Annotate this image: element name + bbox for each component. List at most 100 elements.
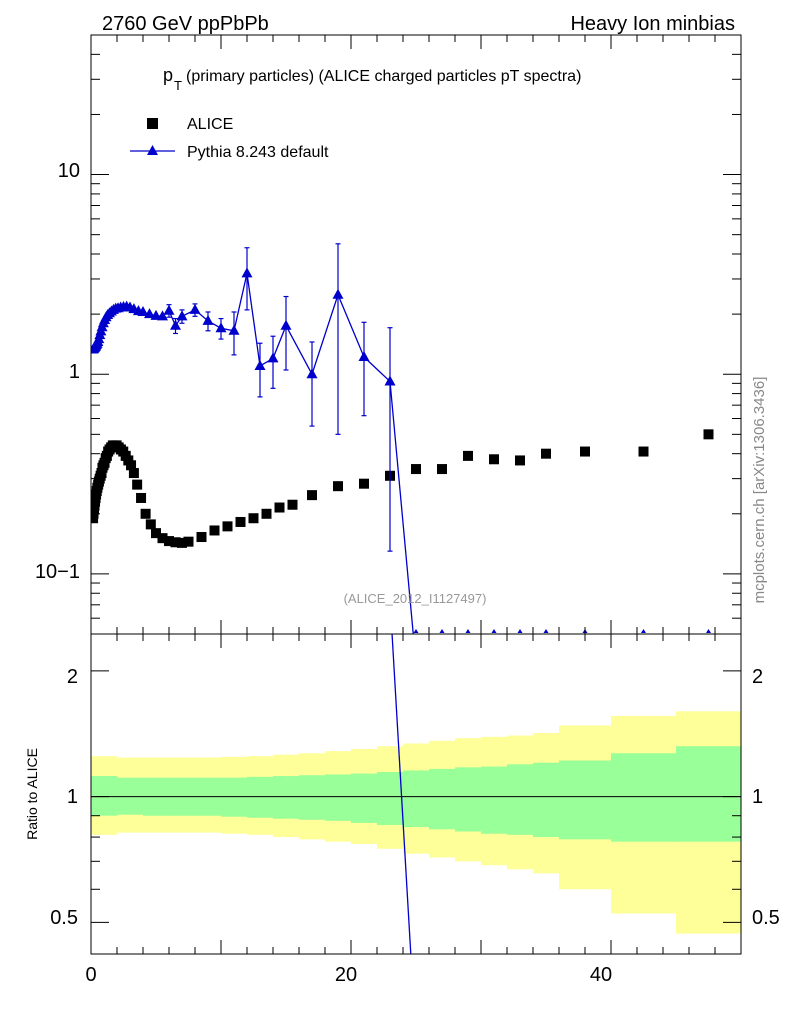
main-ytick-label-1: 1 <box>69 361 80 383</box>
alice-point <box>333 481 343 492</box>
alice-point <box>411 464 421 475</box>
main-axis-ticks <box>90 34 742 635</box>
alice-point <box>151 528 161 539</box>
header-right: Heavy Ion minbias <box>570 13 735 35</box>
ratio-band-inner <box>299 775 326 820</box>
alice-point <box>140 508 151 519</box>
ratio-band-inner <box>455 767 482 832</box>
pythia-offscale-marker <box>543 629 549 633</box>
pythia-point <box>254 359 266 370</box>
main-y-axis: 10 1 10−1 <box>35 160 80 583</box>
alice-point <box>248 513 259 524</box>
ratio-ytick-label-right-2: 2 <box>752 666 763 688</box>
pythia-offscale-marker <box>413 629 419 633</box>
ratio-band-inner <box>429 768 456 830</box>
pythia-offscale-marker <box>517 629 523 633</box>
pythia-point <box>137 305 149 316</box>
alice-point <box>170 537 181 548</box>
pythia-point <box>157 310 168 321</box>
pythia-point <box>358 350 370 361</box>
ratio-band-inner <box>221 777 248 817</box>
alice-point <box>145 519 156 530</box>
pythia-point <box>332 288 344 299</box>
alice-point <box>222 521 233 532</box>
ratio-plot-area <box>91 634 741 954</box>
alice-point <box>703 429 714 440</box>
ratio-pythia-line <box>391 634 412 954</box>
pythia-offscale-marker <box>641 629 646 633</box>
ratio-band-inner <box>273 776 300 819</box>
pythia-point <box>280 319 292 330</box>
alice-point <box>164 536 174 547</box>
alice-point <box>177 537 187 548</box>
ratio-ytick-label-2: 2 <box>67 666 78 688</box>
alice-point <box>437 464 447 475</box>
pythia-point <box>189 303 201 314</box>
ratio-axis-ticks <box>90 634 742 954</box>
ratio-band-inner <box>507 764 534 835</box>
side-label: mcplots.cern.ch [arXiv:1306.3436] <box>751 377 768 604</box>
pythia-offscale-marker <box>439 629 445 633</box>
ratio-y-axis-title: Ratio to ALICE <box>24 748 40 840</box>
ratio-band-inner <box>481 766 508 834</box>
legend-marker-pythia <box>147 145 158 155</box>
alice-point <box>126 460 137 471</box>
xtick-label-40: 40 <box>590 964 612 986</box>
alice-point <box>261 508 272 519</box>
pythia-offscale-marker <box>706 629 711 633</box>
pythia-point <box>215 322 227 333</box>
pythia-point <box>241 267 253 278</box>
alice-point <box>183 536 194 547</box>
header-left: 2760 GeV ppPbPb <box>102 13 269 35</box>
alice-point <box>307 490 317 501</box>
pythia-offscale-marker <box>465 629 471 633</box>
alice-point <box>136 492 147 503</box>
alice-point <box>157 533 168 544</box>
pythia-point <box>176 310 188 321</box>
alice-point <box>463 450 473 461</box>
alice-point <box>580 446 590 457</box>
pythia-point <box>306 368 318 379</box>
ratio-band-inner <box>611 753 677 842</box>
alice-point <box>515 455 525 466</box>
main-ytick-label-10: 10 <box>58 160 80 182</box>
alice-point <box>128 468 139 479</box>
alice-point <box>235 516 246 527</box>
ratio-band-inner <box>559 760 612 840</box>
ratio-band-inner <box>91 776 118 816</box>
ratio-band-inner <box>247 776 274 818</box>
ratio-band-inner <box>676 746 741 842</box>
ratio-y-axis: 2 1 0.5 2 1 0.5 <box>50 666 780 929</box>
ratio-band-inner <box>377 772 404 826</box>
alice-point <box>489 454 499 465</box>
pythia-offscale-marker <box>491 629 497 633</box>
pythia-point <box>163 304 175 315</box>
alice-point <box>638 446 649 457</box>
x-axis: 0 20 40 <box>85 964 612 986</box>
ratio-band-inner <box>325 774 352 821</box>
pythia-point <box>144 308 155 319</box>
title-rest: (primary particles) (ALICE charged parti… <box>186 68 581 85</box>
title-subscript: T <box>174 78 182 93</box>
main-ytick-label-0.1: 10−1 <box>35 561 80 583</box>
analysis-tag: (ALICE_2012_I1127497) <box>344 591 487 606</box>
xtick-label-20: 20 <box>335 964 357 986</box>
pythia-point <box>170 319 181 330</box>
main-plot-area <box>91 243 714 634</box>
alice-point <box>359 478 369 489</box>
pythia-point <box>228 324 240 335</box>
ratio-band-inner <box>403 770 430 828</box>
alice-point <box>196 532 207 543</box>
alice-point <box>209 525 220 536</box>
ratio-band-inner <box>351 773 378 823</box>
xtick-label-0: 0 <box>85 964 96 986</box>
alice-point <box>541 448 551 459</box>
pythia-point <box>384 375 396 386</box>
legend-marker-alice <box>147 118 158 129</box>
pythia-point <box>202 314 214 325</box>
ratio-ytick-label-0.5: 0.5 <box>50 907 78 929</box>
alice-point <box>96 468 107 479</box>
pythia-point <box>267 352 279 363</box>
alice-point <box>274 502 285 513</box>
